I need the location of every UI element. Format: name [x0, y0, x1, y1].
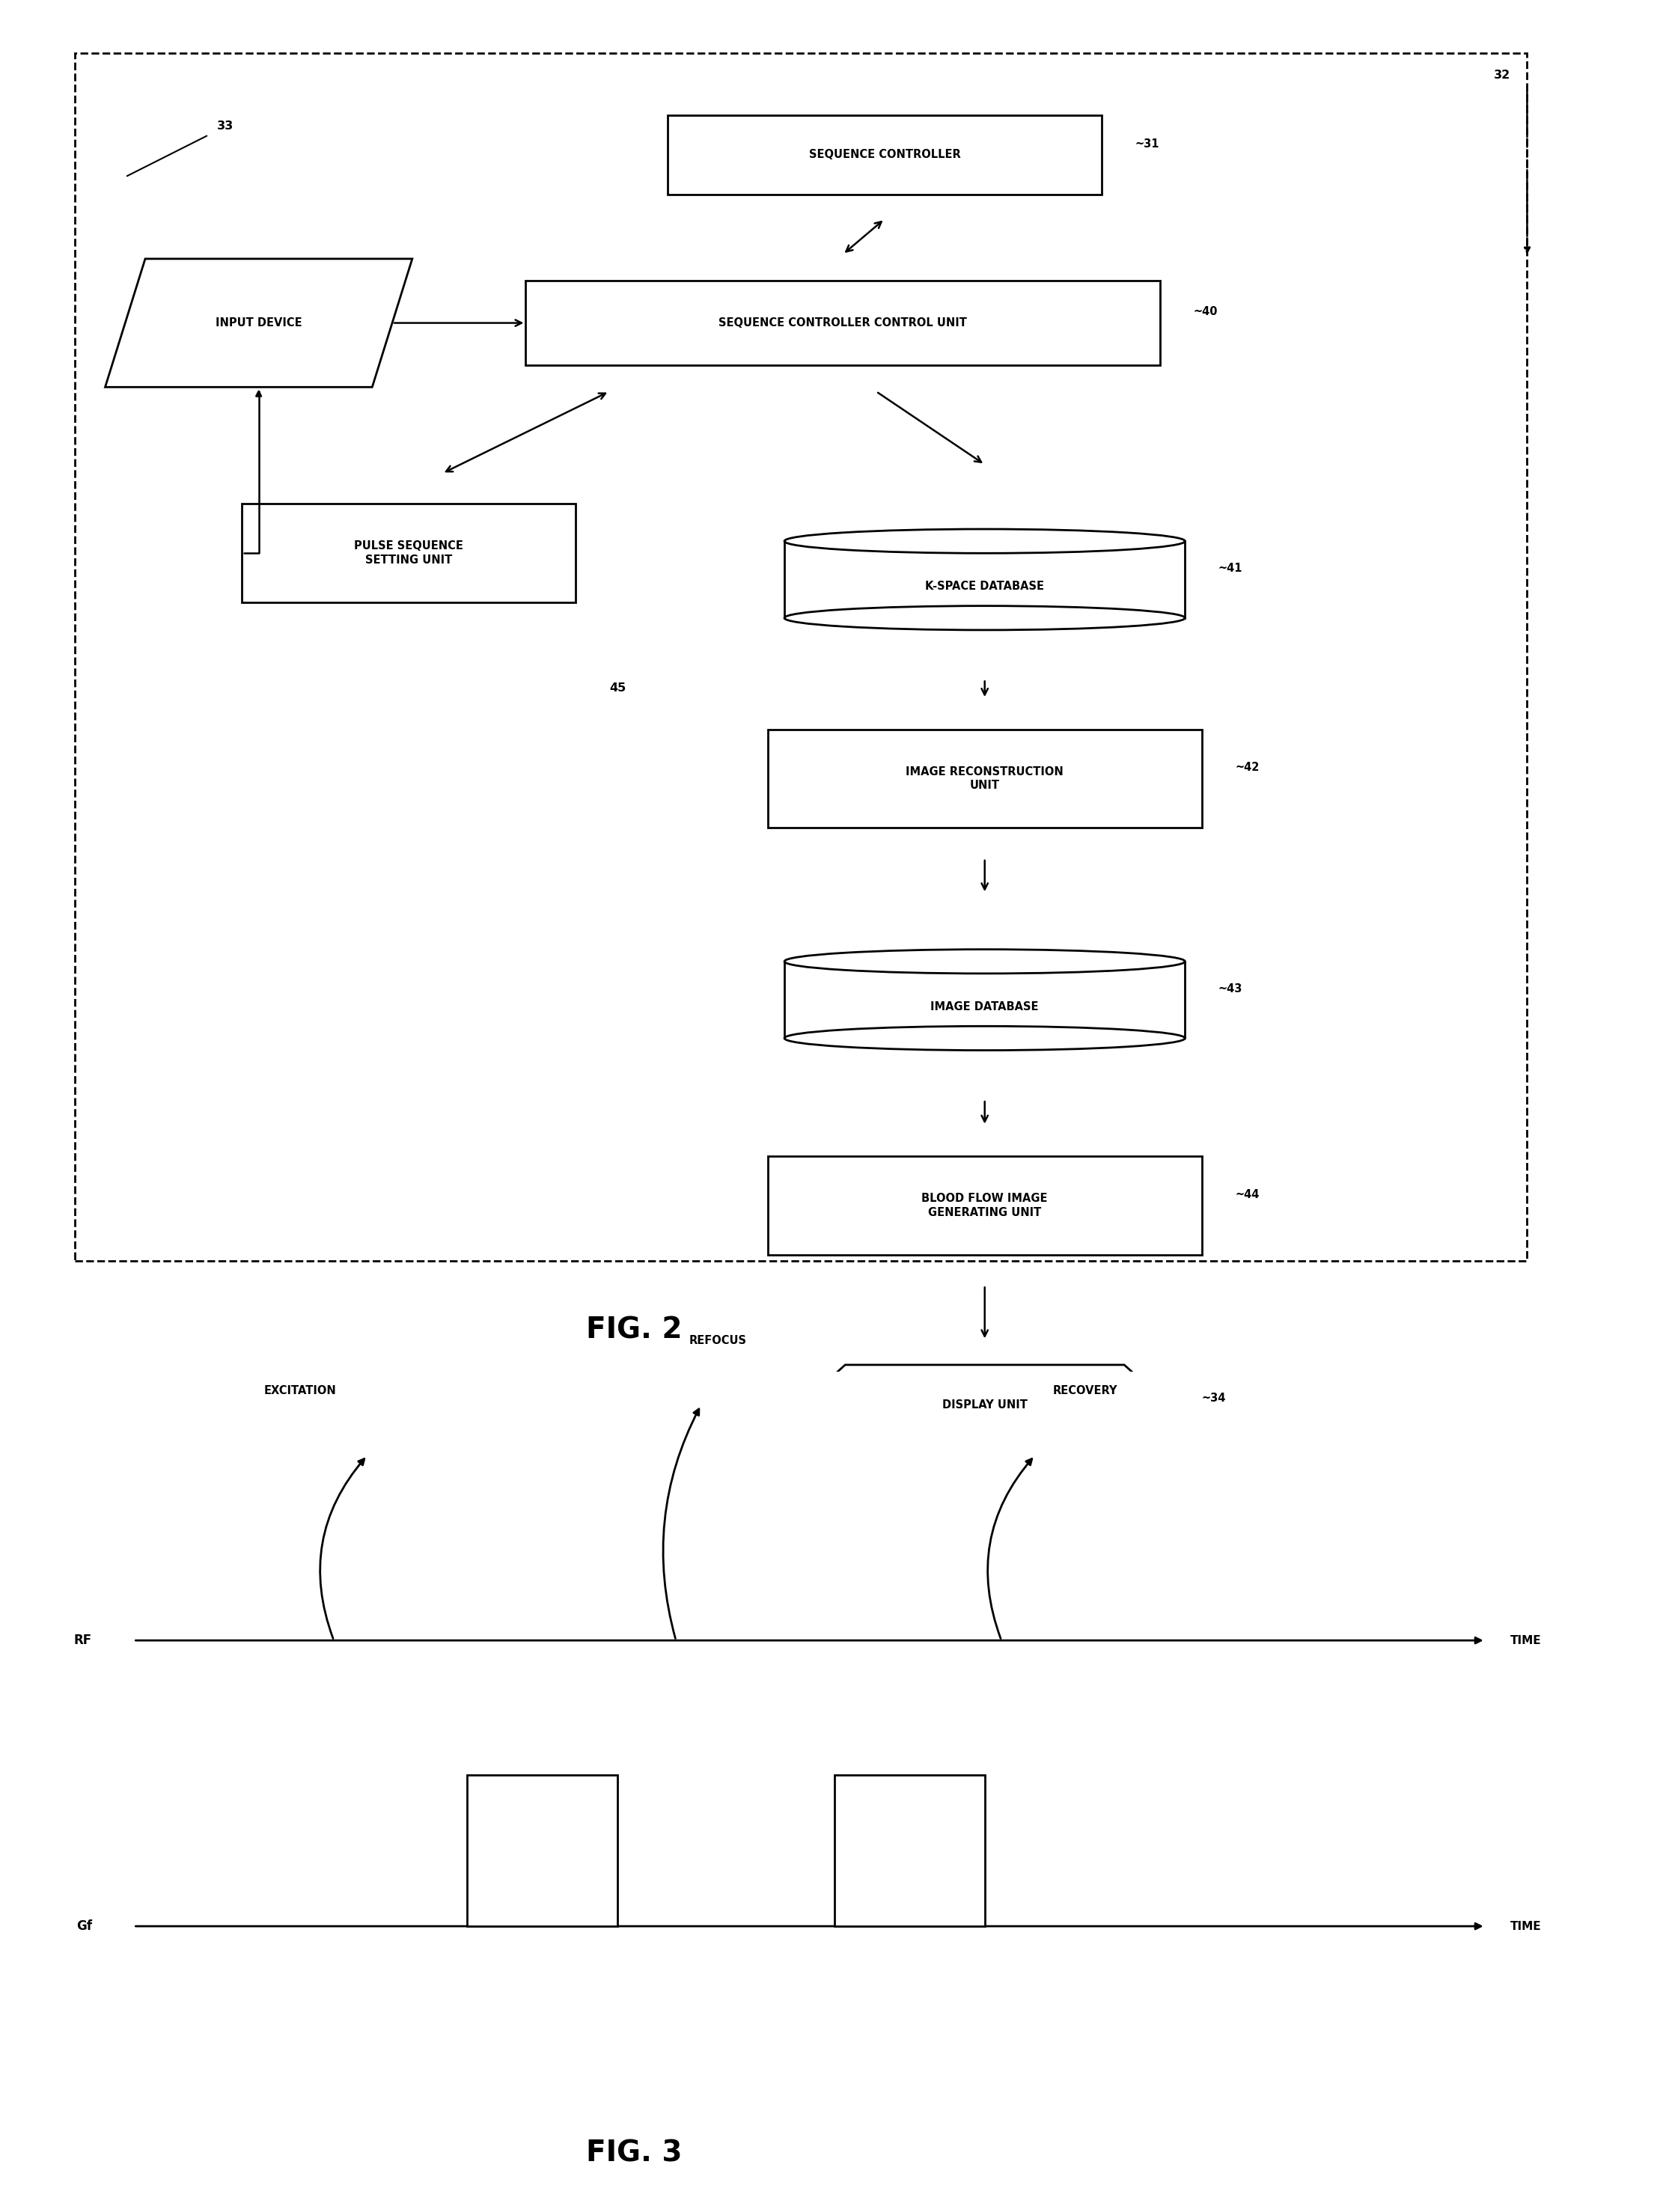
Text: FIG. 2: FIG. 2 [586, 1316, 683, 1345]
Text: 33: 33 [217, 119, 234, 133]
FancyBboxPatch shape [526, 281, 1160, 365]
Text: INPUT DEVICE: INPUT DEVICE [215, 316, 302, 330]
Text: SEQUENCE CONTROLLER CONTROL UNIT: SEQUENCE CONTROLLER CONTROL UNIT [719, 316, 966, 330]
Text: BLOOD FLOW IMAGE
GENERATING UNIT: BLOOD FLOW IMAGE GENERATING UNIT [921, 1192, 1048, 1219]
Text: DISPLAY UNIT: DISPLAY UNIT [941, 1398, 1028, 1411]
Ellipse shape [784, 1026, 1185, 1051]
FancyBboxPatch shape [768, 1157, 1202, 1254]
Ellipse shape [784, 949, 1185, 973]
FancyBboxPatch shape [784, 962, 1185, 1037]
Text: SEQUENCE CONTROLLER: SEQUENCE CONTROLLER [809, 148, 960, 161]
Text: K-SPACE DATABASE: K-SPACE DATABASE [925, 582, 1045, 593]
FancyBboxPatch shape [242, 504, 576, 602]
Text: ~43: ~43 [1218, 982, 1243, 995]
Ellipse shape [784, 606, 1185, 630]
Text: RF: RF [73, 1635, 92, 1648]
Polygon shape [105, 259, 412, 387]
Polygon shape [801, 1365, 1168, 1444]
Text: ~41: ~41 [1218, 562, 1243, 575]
FancyBboxPatch shape [467, 1774, 618, 1927]
FancyBboxPatch shape [834, 1774, 985, 1927]
Text: ~44: ~44 [1235, 1188, 1260, 1201]
FancyBboxPatch shape [784, 542, 1185, 617]
Text: Gf: Gf [77, 1920, 92, 1933]
FancyBboxPatch shape [768, 730, 1202, 827]
Text: IMAGE RECONSTRUCTION
UNIT: IMAGE RECONSTRUCTION UNIT [906, 765, 1063, 792]
Text: EXCITATION: EXCITATION [264, 1385, 337, 1396]
Text: 45: 45 [609, 681, 626, 695]
Text: 32: 32 [1494, 69, 1510, 82]
Text: TIME: TIME [1510, 1635, 1542, 1646]
Ellipse shape [784, 949, 1185, 973]
Text: ~31: ~31 [1135, 137, 1160, 150]
Ellipse shape [784, 529, 1185, 553]
Text: ~40: ~40 [1193, 305, 1218, 319]
Text: PULSE SEQUENCE
SETTING UNIT: PULSE SEQUENCE SETTING UNIT [354, 540, 464, 566]
FancyBboxPatch shape [668, 115, 1102, 195]
Text: REFOCUS: REFOCUS [689, 1336, 746, 1347]
Text: FIG. 3: FIG. 3 [586, 2139, 683, 2168]
Text: ~42: ~42 [1235, 761, 1260, 774]
Text: RECOVERY: RECOVERY [1053, 1385, 1117, 1396]
Text: ~34: ~34 [1202, 1391, 1227, 1405]
Text: IMAGE DATABASE: IMAGE DATABASE [931, 1002, 1038, 1013]
Text: TIME: TIME [1510, 1920, 1542, 1931]
Ellipse shape [784, 529, 1185, 553]
